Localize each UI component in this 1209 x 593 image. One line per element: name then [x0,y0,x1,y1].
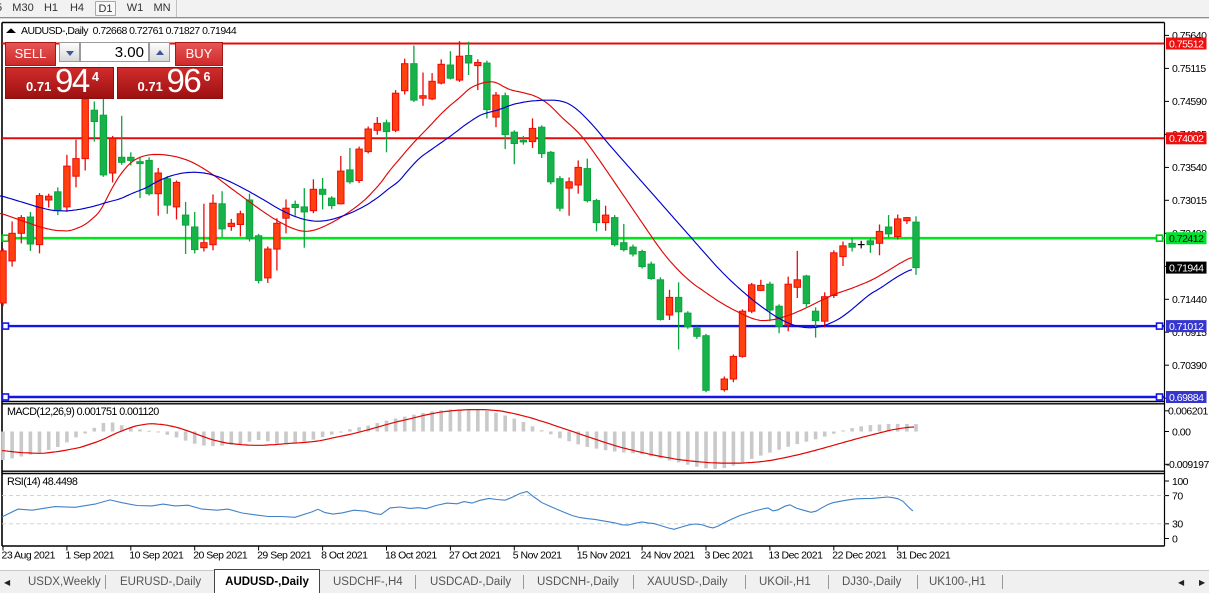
svg-text:1 Sep 2021: 1 Sep 2021 [65,550,114,562]
svg-text:0.72412: 0.72412 [1169,233,1204,245]
svg-text:AUDUSD-,Daily 0.72668 0.72761: AUDUSD-,Daily 0.72668 0.72761 0.71827 0.… [21,25,237,37]
svg-text:0.006201: 0.006201 [1168,406,1208,418]
svg-text:20 Sep 2021: 20 Sep 2021 [193,550,248,562]
svg-text:15 Nov 2021: 15 Nov 2021 [577,550,632,562]
svg-text:31 Dec 2021: 31 Dec 2021 [896,550,951,562]
svg-text:MACD(12,26,9) 0.001751 0.00112: MACD(12,26,9) 0.001751 0.001120 [7,406,159,418]
svg-text:0.75512: 0.75512 [1169,38,1204,50]
svg-text:100: 100 [1172,476,1189,488]
svg-text:0.71012: 0.71012 [1169,321,1204,333]
svg-text:22 Dec 2021: 22 Dec 2021 [832,550,887,562]
svg-text:24 Nov 2021: 24 Nov 2021 [641,550,696,562]
svg-text:0.74002: 0.74002 [1169,133,1204,145]
svg-text:23 Aug 2021: 23 Aug 2021 [2,550,56,562]
svg-text:0.69884: 0.69884 [1169,392,1204,404]
svg-text:13 Dec 2021: 13 Dec 2021 [768,550,823,562]
svg-text:5 Nov 2021: 5 Nov 2021 [513,550,562,562]
svg-text:0.71944: 0.71944 [1169,262,1204,274]
svg-text:0.73015: 0.73015 [1172,195,1207,207]
svg-text:18 Oct 2021: 18 Oct 2021 [385,550,437,562]
svg-text:0.75115: 0.75115 [1172,63,1206,75]
svg-text:0.73540: 0.73540 [1172,162,1207,174]
svg-text:0.74590: 0.74590 [1172,96,1207,108]
svg-text:3 Dec 2021: 3 Dec 2021 [705,550,754,562]
svg-text:30: 30 [1172,519,1183,531]
svg-text:0.70390: 0.70390 [1172,360,1207,372]
svg-text:29 Sep 2021: 29 Sep 2021 [257,550,312,562]
svg-text:0: 0 [1172,533,1178,545]
svg-text:-0.009197: -0.009197 [1166,459,1209,471]
svg-text:8 Oct 2021: 8 Oct 2021 [321,550,368,562]
svg-text:RSI(14) 48.4498: RSI(14) 48.4498 [7,476,78,488]
svg-text:10 Sep 2021: 10 Sep 2021 [129,550,184,562]
svg-text:27 Oct 2021: 27 Oct 2021 [449,550,501,562]
svg-text:0.00: 0.00 [1172,426,1191,438]
svg-text:70: 70 [1172,490,1183,502]
svg-text:0.71440: 0.71440 [1172,294,1207,306]
